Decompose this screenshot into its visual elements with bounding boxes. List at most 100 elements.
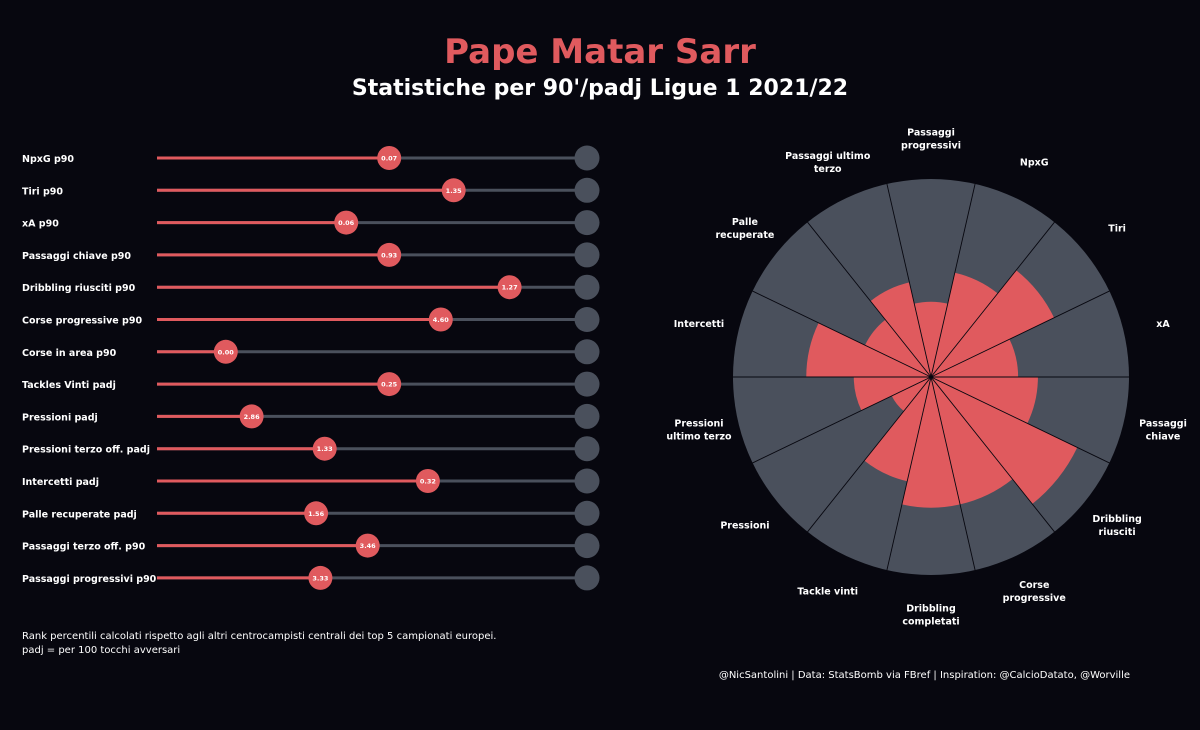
bar-end-marker (574, 339, 600, 365)
polar-category-label: Tackle vinti (797, 586, 858, 597)
bar-end-marker (574, 210, 600, 236)
polar-divider (930, 290, 1110, 378)
polar-divider (886, 183, 932, 378)
bar-value-marker (355, 533, 380, 558)
bar-value-marker (239, 404, 264, 429)
polar-slice (931, 270, 1055, 377)
bar-label: Corse in area p90 (22, 348, 117, 359)
chart-subtitle: Statistiche per 90'/padj Ligue 1 2021/22 (351, 76, 849, 101)
bar-label: NpxG p90 (22, 154, 74, 165)
polar-category-label: Palle recuperate (715, 217, 774, 241)
bar-value-marker (304, 501, 329, 526)
bar-value-label: 0.00 (218, 348, 235, 356)
polar-divider (930, 221, 1055, 378)
bar-end-marker (574, 468, 600, 494)
bar-label: Pressioni padj (22, 412, 98, 423)
bar-label: Passaggi progressivi p90 (22, 574, 157, 585)
polar-bar-chart: Passaggi progressivi NpxG Tiri xA Passaggi chi… (666, 128, 1187, 628)
bar-end-marker (574, 274, 600, 300)
bar-value-marker (334, 210, 359, 235)
bar-end-marker (574, 436, 600, 462)
bar-label: Intercetti padj (22, 477, 99, 488)
polar-category-label: NpxG (1020, 158, 1049, 169)
polar-category-label: Pressioni (720, 520, 769, 531)
polar-category-label: Passaggi ultimo terzo (785, 151, 871, 175)
bar-value-marker (308, 565, 333, 590)
bar-value-label: 4.60 (433, 316, 450, 324)
bar-value-label: 1.56 (308, 510, 325, 518)
bar-value-marker (497, 275, 522, 300)
footnote-padj: padj = per 100 tocchi avversari (22, 645, 181, 656)
infographic: Pape Matar Sarr Statistiche per 90'/padj… (22, 32, 1187, 681)
bar-end-marker (574, 145, 600, 171)
bar-end-marker (574, 565, 600, 591)
polar-slice (931, 377, 1013, 505)
polar-category-label: Tiri (1108, 224, 1126, 235)
footnote-percentile: Rank percentili calcolati rispetto agli … (22, 631, 497, 642)
polar-slice (931, 339, 1019, 377)
polar-divider (807, 221, 932, 378)
polar-slice (891, 377, 931, 412)
bar-value-marker (415, 469, 440, 493)
bar-end-marker (574, 307, 600, 332)
bar-value-marker (428, 307, 453, 332)
bar-value-label: 0.32 (420, 478, 436, 486)
bar-value-label: 3.46 (360, 542, 377, 550)
bar-value-label: 0.07 (381, 155, 397, 163)
percentile-bar-chart: NpxG p90 0.07 Tiri p90 1.35 xA p90 0.06 Passag… (22, 145, 600, 591)
polar-category-label: Dribbling riusciti (1092, 514, 1142, 538)
bar-value-label: 0.25 (381, 381, 398, 389)
bar-label: Tiri p90 (22, 186, 63, 197)
polar-slice (864, 377, 931, 482)
bar-end-marker (574, 533, 600, 559)
polar-divider (930, 376, 1055, 533)
bar-end-marker (574, 403, 600, 429)
player-title: Pape Matar Sarr (444, 32, 756, 72)
bar-end-marker (574, 242, 600, 268)
polar-category-label: xA (1156, 319, 1170, 330)
bar-label: xA p90 (22, 219, 59, 230)
polar-divider (752, 376, 932, 464)
polar-divider (886, 376, 932, 571)
bar-label: Passaggi chiave p90 (22, 251, 131, 262)
bar-value-label: 1.35 (446, 187, 463, 195)
polar-slice (931, 272, 998, 377)
credits: @NicSantolini | Data: StatsBomb via FBre… (718, 670, 1130, 681)
polar-slice (870, 282, 931, 377)
polar-slice (914, 301, 948, 377)
polar-divider (752, 290, 932, 378)
polar-category-label: Pressioni ultimo terzo (666, 418, 732, 442)
bar-value-marker (377, 146, 402, 170)
bar-label: Dribbling riusciti p90 (22, 283, 136, 294)
polar-slice (865, 319, 931, 377)
bar-value-marker (312, 436, 337, 461)
polar-divider (930, 376, 1110, 464)
bar-end-marker (574, 371, 600, 397)
polar-category-label: Corse progressive (1003, 580, 1066, 604)
bar-value-marker (441, 178, 466, 203)
bar-value-marker (377, 372, 402, 397)
polar-category-label: Passaggi progressivi (901, 128, 961, 152)
polar-slice (853, 377, 931, 411)
bar-value-label: 0.93 (381, 251, 397, 259)
bar-value-marker (377, 242, 402, 267)
bar-value-marker (213, 339, 238, 364)
polar-slice (931, 377, 1078, 504)
bar-label: Passaggi terzo off. p90 (22, 542, 146, 553)
bar-end-marker (574, 500, 600, 526)
bar-label: Palle recuperate padj (22, 509, 137, 520)
bar-label: Tackles Vinti padj (22, 380, 116, 391)
bar-label: Corse progressive p90 (22, 316, 142, 327)
bar-value-label: 0.06 (338, 219, 355, 227)
bar-value-label: 1.27 (502, 284, 518, 292)
polar-slice (806, 322, 931, 377)
bar-value-label: 1.33 (317, 445, 333, 453)
bar-end-marker (574, 177, 600, 203)
polar-slice (901, 377, 961, 508)
polar-divider (930, 183, 976, 378)
polar-category-label: Intercetti (674, 319, 724, 330)
polar-category-label: Passaggi chiave (1139, 418, 1187, 442)
bar-value-label: 3.33 (312, 574, 328, 582)
polar-category-label: Dribbling completati (902, 604, 959, 628)
polar-slice (931, 377, 1038, 424)
